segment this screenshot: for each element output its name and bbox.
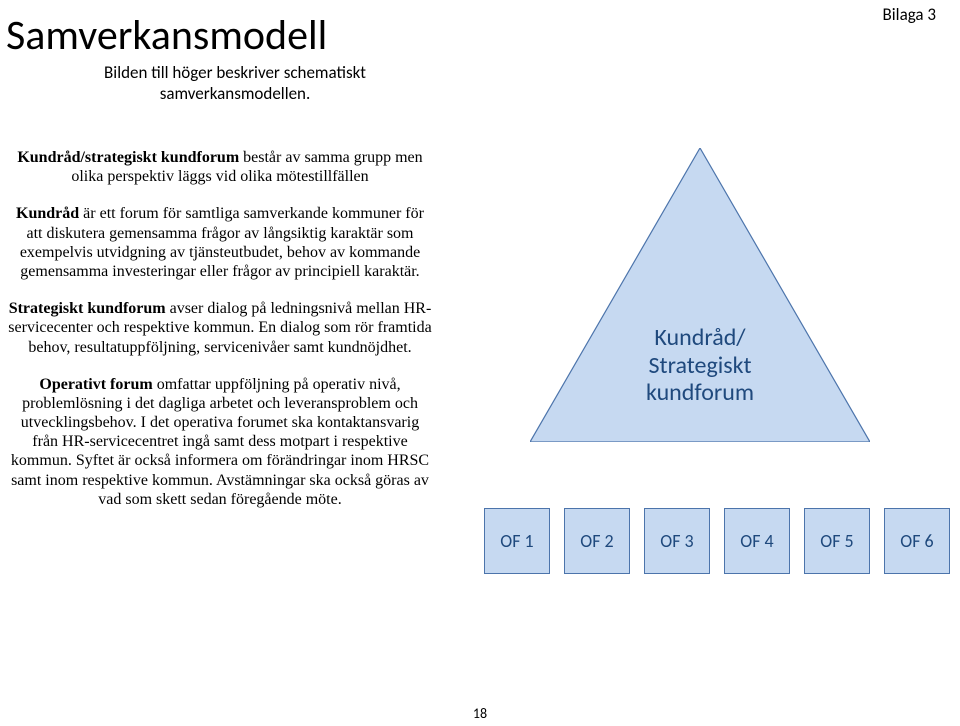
paragraph-3: Strategiskt kundforum avser dialog på le… — [8, 299, 432, 357]
triangle-label-line-2: Strategiskt — [649, 351, 752, 380]
triangle-label: Kundråd/ Strategiskt kundforum — [530, 324, 870, 407]
of-box: OF 3 — [644, 508, 710, 574]
page: Bilaga 3 Samverkansmodell Bilden till hö… — [0, 0, 960, 726]
of-box-label: OF 4 — [740, 530, 773, 552]
of-box-label: OF 6 — [900, 530, 933, 552]
of-box: OF 6 — [884, 508, 950, 574]
of-box: OF 4 — [724, 508, 790, 574]
paragraph-1: Kundråd/strategiskt kundforum består av … — [8, 148, 432, 186]
of-box: OF 5 — [804, 508, 870, 574]
triangle-diagram: Kundråd/ Strategiskt kundforum — [530, 148, 870, 442]
of-box-label: OF 5 — [820, 530, 853, 552]
paragraph-4-lead: Operativt forum — [39, 376, 152, 393]
paragraph-2-rest: är ett forum för samtliga samverkande ko… — [20, 205, 424, 280]
paragraph-4: Operativt forum omfattar uppföljning på … — [8, 375, 432, 509]
paragraph-2-lead: Kundråd — [16, 205, 79, 222]
page-title: Samverkansmodell — [6, 10, 327, 61]
paragraph-4-rest: omfattar uppföljning på operativ nivå, p… — [11, 376, 429, 508]
annex-label: Bilaga 3 — [883, 4, 936, 25]
of-boxes-row: OF 1 OF 2 OF 3 OF 4 OF 5 OF 6 — [484, 508, 950, 574]
body-text: Kundråd/strategiskt kundforum består av … — [8, 148, 432, 509]
of-box: OF 1 — [484, 508, 550, 574]
subtitle: Bilden till höger beskriver schematiskt … — [70, 62, 400, 104]
subtitle-line-2: samverkansmodellen. — [160, 83, 311, 104]
paragraph-2: Kundråd är ett forum för samtliga samver… — [8, 204, 432, 281]
subtitle-line-1: Bilden till höger beskriver schematiskt — [104, 62, 366, 83]
of-box-label: OF 3 — [660, 530, 693, 552]
of-box-label: OF 2 — [580, 530, 613, 552]
triangle-label-line-1: Kundråd/ — [654, 323, 745, 352]
paragraph-3-lead: Strategiskt kundforum — [9, 300, 166, 317]
page-number: 18 — [0, 705, 960, 722]
of-box-label: OF 1 — [500, 530, 533, 552]
of-box: OF 2 — [564, 508, 630, 574]
paragraph-1-lead: Kundråd/strategiskt kundforum — [17, 149, 239, 166]
triangle-label-line-3: kundforum — [646, 378, 754, 407]
